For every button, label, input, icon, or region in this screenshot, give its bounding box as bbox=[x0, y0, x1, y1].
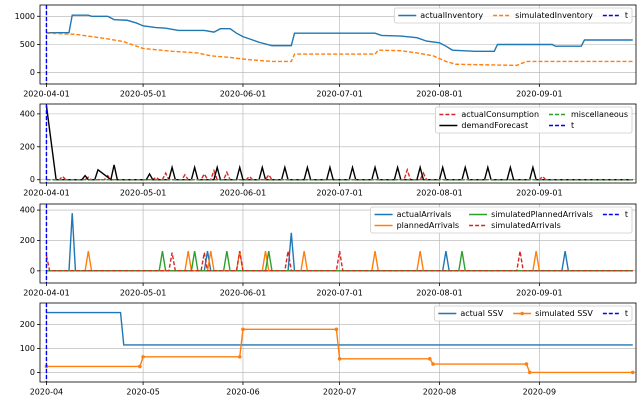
x-tick-label: 2020-05 bbox=[126, 388, 159, 397]
series-line bbox=[46, 250, 633, 272]
y-tick-label: 400 bbox=[20, 206, 35, 215]
legend-label: t bbox=[625, 309, 628, 318]
y-tick-label: 200 bbox=[20, 236, 35, 245]
panel: 0 200 400 2020-04-01 2020-05-01 2020-06-01 202… bbox=[20, 203, 637, 298]
marker bbox=[237, 355, 242, 359]
x-tick-label: 2020-07 bbox=[323, 388, 356, 397]
y-tick-label: 200 bbox=[20, 320, 35, 329]
legend-label: plannedArrivals bbox=[397, 221, 460, 230]
panel: 0 200 400 2020-04-01 2020-05-01 2020-06-01 202… bbox=[20, 103, 637, 198]
legend-label: actualInventory bbox=[420, 11, 483, 20]
panel: 0 100 200 2020-04 2020-05 2020-06 2020-07 2020-… bbox=[20, 302, 637, 397]
x-tick-label: 2020-08-01 bbox=[416, 90, 463, 99]
plot-area bbox=[45, 104, 633, 183]
y-tick-label: 0 bbox=[30, 68, 35, 77]
legend-box bbox=[393, 7, 633, 24]
legend-label: actualArrivals bbox=[397, 210, 452, 219]
y-tick-label: 500 bbox=[20, 40, 35, 49]
x-tick-label: 2020-07-01 bbox=[316, 289, 363, 298]
marker bbox=[630, 370, 635, 375]
plot-area bbox=[45, 204, 633, 283]
frame bbox=[39, 203, 637, 284]
plot-area bbox=[44, 303, 635, 382]
x-tick-label: 2020-06 bbox=[226, 388, 259, 397]
legend-label: simulatedArrivals bbox=[491, 221, 561, 230]
series-line bbox=[45, 250, 633, 272]
legend-label: actualConsumption bbox=[461, 110, 539, 119]
legend-box bbox=[433, 305, 633, 322]
legend-label: t bbox=[625, 210, 628, 219]
x-tick-label: 2020-04-01 bbox=[23, 189, 70, 198]
x-tick-label: 2020-06-01 bbox=[220, 189, 267, 198]
marker bbox=[527, 370, 532, 375]
x-tick-label: 2020-07-01 bbox=[316, 90, 363, 99]
marker bbox=[431, 362, 435, 366]
x-tick-label: 2020-07-01 bbox=[316, 189, 363, 198]
series-line bbox=[46, 32, 633, 67]
x-tick-label: 2020-08-01 bbox=[416, 289, 463, 298]
legend-box bbox=[434, 106, 633, 134]
legend-box bbox=[370, 206, 633, 234]
legend: actualInventory simulatedInventory t bbox=[393, 7, 633, 24]
x-tick-label: 2020-05-01 bbox=[120, 189, 167, 198]
x-tick-label: 2020-09 bbox=[523, 388, 556, 397]
frame bbox=[39, 4, 637, 85]
marker bbox=[138, 364, 142, 369]
x-tick-label: 2020-06-01 bbox=[220, 90, 267, 99]
x-tick-label: 2020-08 bbox=[423, 388, 456, 397]
x-tick-label: 2020-04-01 bbox=[23, 289, 70, 298]
x-tick-label: 2020-04-01 bbox=[23, 90, 70, 99]
x-tick-label: 2020-06-01 bbox=[220, 289, 267, 298]
y-tick-label: 0 bbox=[30, 368, 35, 377]
legend-label: simulatedInventory bbox=[515, 11, 593, 20]
frame bbox=[39, 103, 637, 184]
x-tick-label: 2020-08-01 bbox=[416, 189, 463, 198]
marker bbox=[524, 362, 529, 366]
x-tick-label: 2020-04 bbox=[30, 388, 63, 397]
x-tick-label: 2020-09-01 bbox=[516, 90, 563, 99]
legend: actualArrivals plannedArrivals simulatedPl… bbox=[370, 206, 633, 234]
y-tick-label: 400 bbox=[20, 109, 35, 118]
legend-label: t bbox=[625, 11, 628, 20]
marker bbox=[141, 355, 145, 359]
legend: actual SSV simulated SSV t bbox=[433, 305, 633, 322]
legend-label: t bbox=[571, 121, 574, 130]
legend: actualConsumption demandForecast miscellan… bbox=[434, 106, 633, 134]
legend-label: simulated SSV bbox=[535, 309, 593, 318]
legend-label: actual SSV bbox=[460, 309, 503, 318]
legend-marker bbox=[520, 311, 524, 316]
y-tick-label: 0 bbox=[30, 266, 35, 275]
series-line bbox=[46, 250, 633, 272]
panel: 0 500 1000 2020-04-01 2020-05-01 2020-06-01 20… bbox=[15, 4, 637, 99]
series-line bbox=[46, 213, 633, 272]
x-tick-label: 2020-05-01 bbox=[120, 90, 167, 99]
marker bbox=[241, 327, 245, 332]
x-tick-label: 2020-09-01 bbox=[516, 289, 563, 298]
y-tick-label: 100 bbox=[20, 344, 35, 353]
series-line bbox=[46, 311, 633, 346]
x-tick-label: 2020-05-01 bbox=[120, 289, 167, 298]
y-tick-label: 1000 bbox=[15, 12, 35, 21]
series-line bbox=[46, 14, 633, 52]
y-tick-label: 200 bbox=[20, 142, 35, 151]
legend-label: demandForecast bbox=[461, 121, 528, 130]
marker bbox=[334, 327, 339, 332]
series-line bbox=[45, 105, 633, 181]
legend-label: simulatedPlannedArrivals bbox=[491, 210, 593, 219]
frame bbox=[39, 302, 637, 383]
marker bbox=[428, 356, 432, 361]
x-tick-label: 2020-09-01 bbox=[516, 189, 563, 198]
legend-label: miscellaneous bbox=[571, 110, 628, 119]
plot-area bbox=[45, 5, 633, 84]
marker bbox=[337, 356, 342, 361]
y-tick-label: 0 bbox=[30, 175, 35, 184]
